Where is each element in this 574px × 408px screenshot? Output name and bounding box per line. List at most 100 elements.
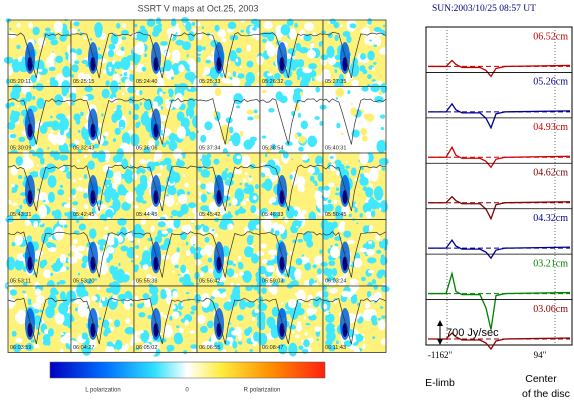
blotch [139, 174, 148, 185]
blotch [77, 149, 82, 154]
blotch [12, 84, 22, 95]
blotch [345, 165, 350, 169]
blotch [70, 340, 79, 353]
blotch [234, 168, 242, 175]
blotch [144, 123, 147, 126]
blotch [239, 182, 243, 185]
blotch [77, 245, 86, 252]
blotch [228, 126, 234, 134]
blotch [19, 204, 23, 210]
blotch [121, 23, 127, 28]
blotch [202, 225, 210, 233]
blotch [103, 330, 109, 337]
blotch [27, 298, 32, 303]
blotch [315, 155, 324, 166]
tile-time: 06:06:55 [199, 345, 220, 351]
blotch [22, 266, 27, 272]
blotch [357, 302, 360, 306]
blotch [234, 210, 240, 216]
blotch [175, 39, 185, 46]
blotch [339, 150, 342, 153]
blotch [175, 203, 179, 205]
blotch [103, 251, 109, 259]
blotch [367, 274, 370, 276]
blotch [139, 28, 149, 43]
blotch [108, 97, 119, 104]
blotch [241, 154, 251, 168]
blotch [235, 47, 242, 54]
blotch [334, 34, 339, 42]
blotch [121, 92, 125, 96]
blotch [14, 259, 24, 271]
blotch [104, 209, 114, 220]
blotch [102, 69, 107, 74]
blotch [141, 200, 147, 204]
blotch [166, 344, 175, 352]
blotch [35, 83, 44, 92]
blotch [214, 233, 218, 238]
blotch [180, 302, 184, 307]
limb-label: E-limb [425, 377, 455, 389]
spot-core [216, 323, 222, 337]
blotch [130, 133, 140, 147]
blotch [239, 206, 243, 212]
blotch [200, 249, 206, 256]
blotch [108, 66, 112, 70]
blotch [110, 280, 121, 295]
blotch [52, 265, 61, 272]
blotch [246, 60, 254, 68]
blotch [232, 340, 238, 349]
blotch [186, 250, 191, 256]
blotch [252, 27, 257, 31]
profile [428, 195, 571, 221]
blotch [59, 291, 66, 301]
blotch [298, 345, 304, 351]
blotch [105, 80, 110, 87]
blotch [379, 114, 386, 119]
blotch [256, 311, 266, 324]
blotch [89, 338, 97, 350]
blotch [22, 155, 30, 164]
blotch [236, 155, 241, 160]
blotch [190, 311, 195, 315]
blotch [142, 263, 149, 271]
blotch [127, 86, 135, 94]
blotch [356, 222, 359, 225]
blotch [382, 238, 389, 247]
blotch [288, 342, 298, 357]
blotch [240, 29, 245, 33]
blotch [326, 45, 335, 59]
blotch [354, 203, 358, 207]
profile-curve [259, 164, 324, 212]
tile-time: 05:42:45 [73, 212, 94, 218]
blotch [206, 248, 213, 257]
blotch [236, 285, 240, 291]
tile-time: 06:11:43 [325, 345, 346, 351]
right-title: SUN:2003/10/25 08:57 UT [432, 4, 536, 14]
blotch [112, 138, 117, 143]
blotch [101, 113, 104, 117]
blotch [133, 144, 143, 151]
blotch [91, 295, 98, 301]
blotch [98, 317, 102, 321]
blotch [279, 95, 288, 104]
blotch [84, 86, 93, 93]
blotch [266, 146, 271, 154]
blotch [301, 190, 304, 193]
tile-time: 05:24:40 [136, 79, 157, 85]
profile-curve [70, 231, 135, 278]
blotch [304, 262, 312, 271]
blotch [194, 293, 201, 304]
profile-curve [322, 32, 387, 79]
scale-arrow-heads [437, 320, 443, 345]
blotch [171, 63, 181, 75]
blotch [340, 220, 346, 227]
blotch [38, 46, 42, 50]
blotch [362, 343, 366, 350]
blotch [187, 202, 197, 209]
blotch [312, 31, 317, 38]
map-grid: 05:20:11 05:25:15 05:24:40 05:25:33 05:26:32… [3, 16, 390, 359]
blotch [134, 295, 139, 302]
blotch [229, 50, 237, 62]
blotch [48, 66, 56, 71]
